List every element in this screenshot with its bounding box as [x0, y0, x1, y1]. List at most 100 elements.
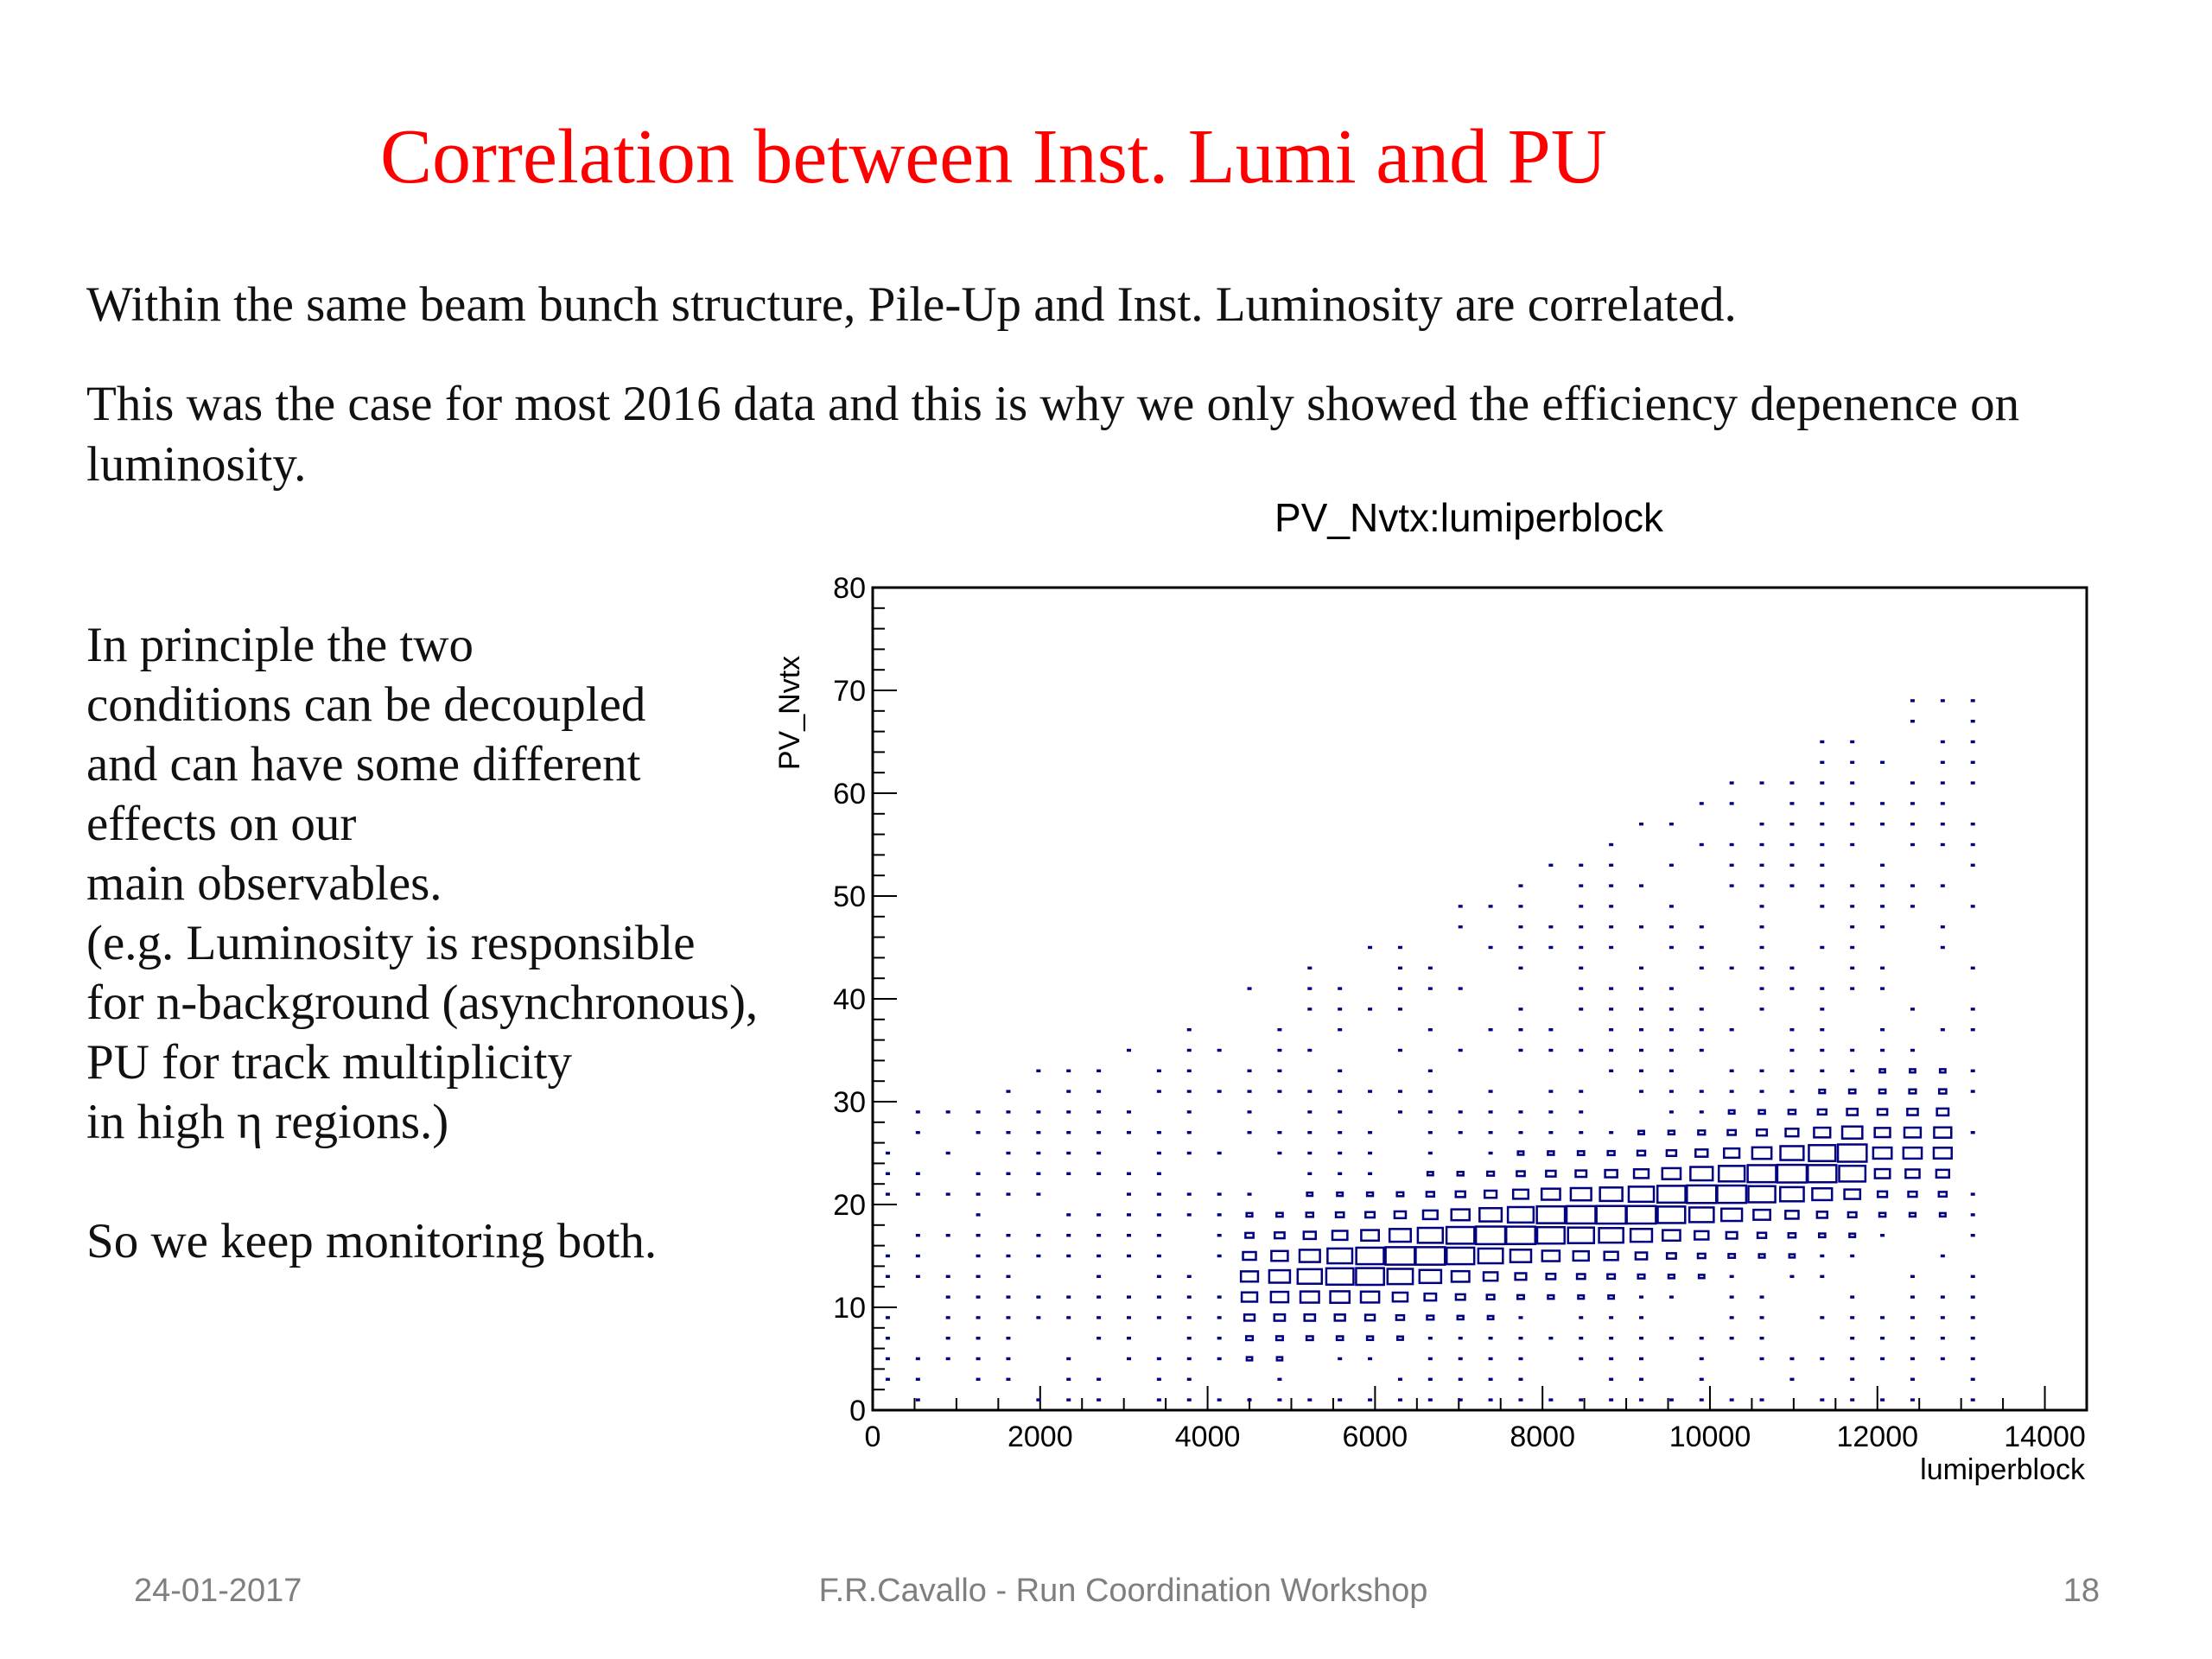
data-marker: [1850, 1377, 1855, 1381]
data-marker: [1759, 884, 1764, 887]
data-marker: [1820, 884, 1825, 887]
data-marker: [1335, 1335, 1344, 1342]
data-marker: [1427, 1090, 1433, 1093]
data-marker: [1970, 699, 1975, 702]
data-marker: [1820, 802, 1825, 805]
data-marker: [1938, 1068, 1947, 1074]
data-marker: [1603, 1250, 1619, 1262]
data-marker: [1880, 1028, 1885, 1032]
data-marker: [1656, 1205, 1687, 1224]
data-marker: [1759, 781, 1764, 785]
y-axis-label: PV_Nvtx: [773, 656, 806, 770]
data-marker: [1245, 1211, 1254, 1218]
data-marker: [1970, 1398, 1975, 1402]
data-marker: [1096, 1274, 1102, 1278]
data-marker: [1789, 966, 1795, 969]
data-marker: [1326, 1247, 1354, 1265]
data-marker: [1667, 1274, 1676, 1280]
data-marker: [1872, 1146, 1893, 1160]
data-marker: [1516, 1170, 1526, 1178]
data-marker: [1066, 1110, 1071, 1114]
data-marker: [976, 1131, 981, 1135]
data-marker: [1365, 1191, 1375, 1198]
data-marker: [1397, 1048, 1402, 1052]
data-marker: [1518, 884, 1523, 887]
data-marker: [1572, 1249, 1590, 1262]
data-marker: [1488, 1028, 1493, 1032]
data-marker: [1579, 884, 1584, 887]
data-marker: [1669, 1337, 1674, 1340]
data-marker: [1036, 1398, 1041, 1402]
data-marker: [1217, 1398, 1222, 1402]
data-marker: [1247, 1069, 1252, 1072]
data-marker: [1368, 1007, 1373, 1011]
data-marker: [1427, 1110, 1433, 1114]
data-marker: [945, 1295, 950, 1299]
data-marker: [1937, 1088, 1948, 1095]
data-marker: [1186, 1151, 1192, 1155]
data-marker: [1850, 1254, 1855, 1258]
data-marker: [1729, 863, 1734, 867]
data-marker: [1850, 1337, 1855, 1340]
data-marker: [1639, 987, 1644, 990]
data-marker: [1298, 1249, 1321, 1263]
explanation-text: In principle the two conditions can be d…: [86, 615, 864, 1271]
data-marker: [1186, 1213, 1192, 1217]
data-marker: [1784, 1210, 1800, 1220]
data-marker: [915, 1234, 920, 1237]
y-tick-label: 20: [833, 1189, 866, 1222]
data-marker: [1970, 1131, 1975, 1135]
data-marker: [1156, 1316, 1161, 1319]
data-marker: [1725, 1230, 1738, 1240]
data-marker: [1665, 1252, 1677, 1260]
data-marker: [1902, 1146, 1923, 1160]
data-marker: [1848, 1232, 1857, 1238]
data-marker: [945, 1357, 950, 1361]
data-marker: [1625, 1205, 1657, 1225]
data-marker: [1548, 1110, 1554, 1114]
data-marker: [1759, 863, 1764, 867]
data-marker: [915, 1357, 920, 1361]
data-marker: [1639, 1316, 1644, 1319]
data-marker: [1247, 1398, 1252, 1402]
data-marker: [1759, 1007, 1764, 1011]
data-marker: [1416, 1226, 1445, 1244]
data-marker: [1759, 987, 1764, 990]
data-marker: [1006, 1090, 1011, 1093]
data-marker: [1634, 1251, 1649, 1261]
data-marker: [1910, 1337, 1915, 1340]
data-marker: [1850, 1069, 1855, 1072]
data-marker: [1836, 1143, 1868, 1163]
data-marker: [1669, 1110, 1674, 1114]
data-marker: [1699, 1377, 1704, 1381]
data-marker: [1903, 1126, 1923, 1139]
data-marker: [1397, 987, 1402, 990]
data-marker: [1156, 1192, 1161, 1196]
data-marker: [1820, 1028, 1825, 1032]
data-marker: [1669, 1048, 1674, 1052]
data-marker: [1909, 1068, 1916, 1074]
data-marker: [1488, 1110, 1493, 1114]
data-marker: [1609, 1048, 1614, 1052]
data-marker: [1242, 1250, 1257, 1262]
data-marker: [1938, 1211, 1947, 1218]
data-marker: [1096, 1090, 1102, 1093]
data-marker: [1368, 1131, 1373, 1135]
data-marker: [1609, 1337, 1614, 1340]
data-marker: [1307, 1090, 1313, 1093]
data-marker: [1669, 905, 1674, 908]
data-marker: [1368, 1398, 1373, 1402]
data-marker: [1940, 945, 1945, 950]
data-marker: [1066, 1069, 1071, 1072]
data-marker: [1850, 1048, 1855, 1052]
data-marker: [1397, 966, 1402, 969]
data-marker: [1579, 1090, 1584, 1093]
x-axis-label: lumiperblock: [1920, 1453, 2086, 1486]
data-marker: [1458, 925, 1463, 929]
data-marker: [1840, 1125, 1864, 1140]
data-marker: [1933, 1126, 1953, 1139]
data-marker: [915, 1172, 920, 1175]
data-marker: [1427, 1028, 1433, 1032]
data-marker: [1096, 1151, 1102, 1155]
data-marker: [1639, 1337, 1644, 1340]
